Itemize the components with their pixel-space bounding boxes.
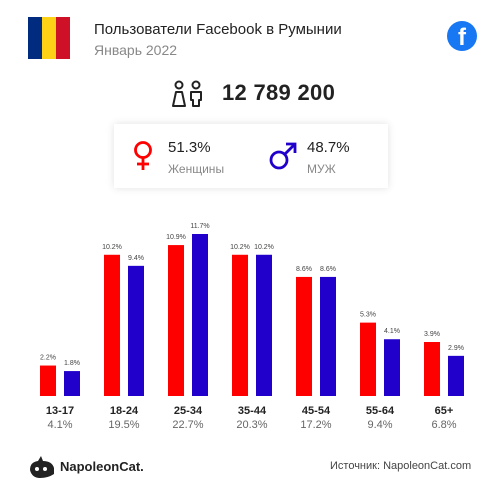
male-bar-35-44: [256, 254, 272, 396]
age-distribution-chart: 2.2% 1.8% 13-17 4.1% 10.2% 9.4% 18-24 19.5% 10.9…: [40, 223, 464, 431]
category-total-25-34: 22.7%: [172, 419, 203, 431]
category-label-55-64: 55-64: [366, 405, 395, 417]
gender-summary: 51.3% Женщины 48.7% МУЖ: [114, 124, 388, 188]
male-value-label-13-17: 1.8%: [64, 360, 80, 367]
female-value-label-18-24: 10.2%: [102, 244, 122, 251]
people-icon: [172, 80, 202, 107]
page-title: Пользователи Facebook в Румынии: [94, 21, 342, 38]
female-value-label-65+: 3.9%: [424, 331, 440, 338]
male-value-label-65+: 2.9%: [448, 345, 464, 352]
male-label: МУЖ: [307, 162, 336, 176]
male-value-label-55-64: 4.1%: [384, 328, 400, 335]
female-bar-13-17: [40, 365, 56, 396]
romania-flag-icon: [28, 17, 70, 59]
female-bar-25-34: [168, 245, 184, 396]
flag-stripe-red: [56, 17, 70, 59]
male-bar-55-64: [384, 339, 400, 396]
flag-stripe-blue: [28, 17, 42, 59]
female-icon: [134, 141, 152, 170]
female-bar-18-24: [104, 254, 120, 396]
female-value-label-25-34: 10.9%: [166, 234, 186, 241]
category-total-55-64: 9.4%: [367, 419, 392, 431]
male-value-label-35-44: 10.2%: [254, 244, 274, 251]
male-bar-45-54: [320, 276, 336, 396]
female-bar-55-64: [360, 322, 376, 396]
category-label-65+: 65+: [435, 405, 454, 417]
male-bar-13-17: [64, 371, 80, 396]
brand-name: NapoleonCat.: [60, 459, 144, 474]
male-bar-65+: [448, 355, 464, 396]
category-total-45-54: 17.2%: [300, 419, 331, 431]
male-value-label-45-54: 8.6%: [320, 266, 336, 273]
facebook-icon: f: [447, 21, 477, 51]
female-percentage: 51.3%: [168, 139, 211, 156]
napoleoncat-logo-icon: [30, 456, 54, 478]
female-bar-45-54: [296, 276, 312, 396]
category-label-13-17: 13-17: [46, 405, 74, 417]
category-total-65+: 6.8%: [431, 419, 456, 431]
male-bar-18-24: [128, 265, 144, 396]
category-total-13-17: 4.1%: [47, 419, 72, 431]
category-label-35-44: 35-44: [238, 405, 267, 417]
category-label-25-34: 25-34: [174, 405, 203, 417]
female-value-label-55-64: 5.3%: [360, 312, 376, 319]
male-bar-25-34: [192, 234, 208, 396]
male-value-label-25-34: 11.7%: [190, 223, 209, 230]
category-label-18-24: 18-24: [110, 405, 139, 417]
female-value-label-35-44: 10.2%: [230, 244, 250, 251]
female-value-label-45-54: 8.6%: [296, 266, 312, 273]
female-bar-65+: [424, 342, 440, 396]
female-bar-35-44: [232, 254, 248, 396]
total-users: 12 789 200: [222, 80, 336, 105]
male-value-label-18-24: 9.4%: [128, 255, 144, 262]
male-icon: [269, 142, 297, 170]
page-subtitle: Январь 2022: [94, 42, 178, 58]
category-label-45-54: 45-54: [302, 405, 331, 417]
female-label: Женщины: [168, 162, 225, 176]
source-text: Источник: NapoleonCat.com: [330, 460, 472, 472]
female-value-label-13-17: 2.2%: [40, 355, 56, 362]
flag-stripe-yellow: [42, 17, 56, 59]
male-percentage: 48.7%: [307, 139, 350, 156]
category-total-35-44: 20.3%: [236, 419, 267, 431]
category-total-18-24: 19.5%: [108, 419, 139, 431]
